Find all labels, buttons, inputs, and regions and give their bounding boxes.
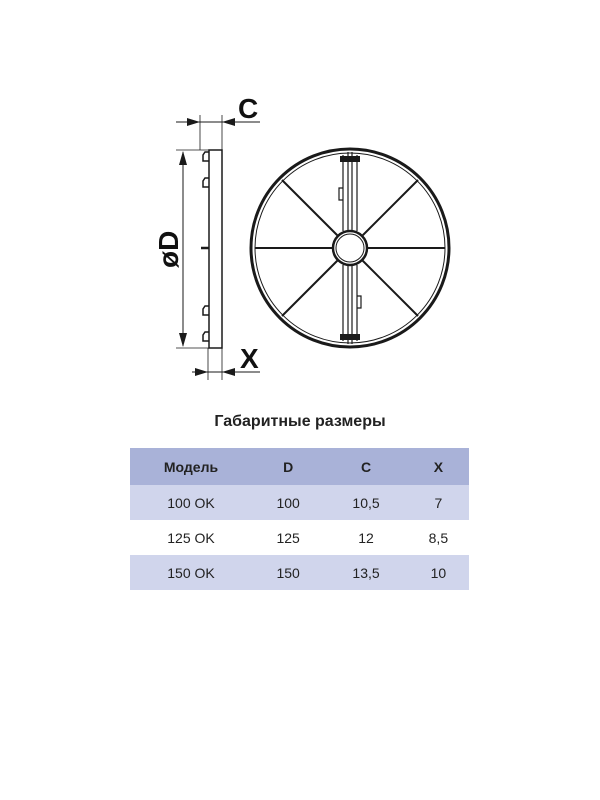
cell-x: 8,5 (428, 529, 449, 546)
dimensions-table: Модель D C X 100 OK 100 10,5 7 125 OK 12… (130, 448, 469, 590)
header-model: Модель (130, 448, 252, 485)
table-title: Габаритные размеры (214, 413, 386, 430)
table-row: 100 OK 100 10,5 7 (130, 485, 469, 520)
cell-d: 150 (252, 555, 325, 590)
cell-model: 125 OK (167, 529, 215, 546)
header-c: C (324, 448, 408, 485)
cell-c: 13,5 (324, 555, 408, 590)
cell-c: 10,5 (324, 485, 408, 520)
table-header-row: Модель D C X (130, 448, 469, 485)
table-row: 150 OK 150 13,5 10 (130, 555, 469, 590)
cell-model: 100 OK (130, 485, 252, 520)
header-x: X (407, 448, 469, 485)
cell-c: 12 (358, 529, 374, 546)
dimension-d-label: øD (153, 231, 184, 268)
dimension-x-label: X (240, 343, 259, 374)
side-view (176, 115, 260, 380)
header-d: D (252, 448, 325, 485)
cell-x: 10 (407, 555, 469, 590)
cell-x: 7 (407, 485, 469, 520)
cell-d: 125 (276, 529, 300, 546)
front-view (249, 147, 451, 349)
technical-drawing: C øD X (153, 93, 451, 380)
cell-d: 100 (252, 485, 325, 520)
table-row: 125 OK 125 12 8,5 (130, 520, 469, 555)
dimension-c-label: C (238, 93, 258, 124)
cell-model: 150 OK (130, 555, 252, 590)
